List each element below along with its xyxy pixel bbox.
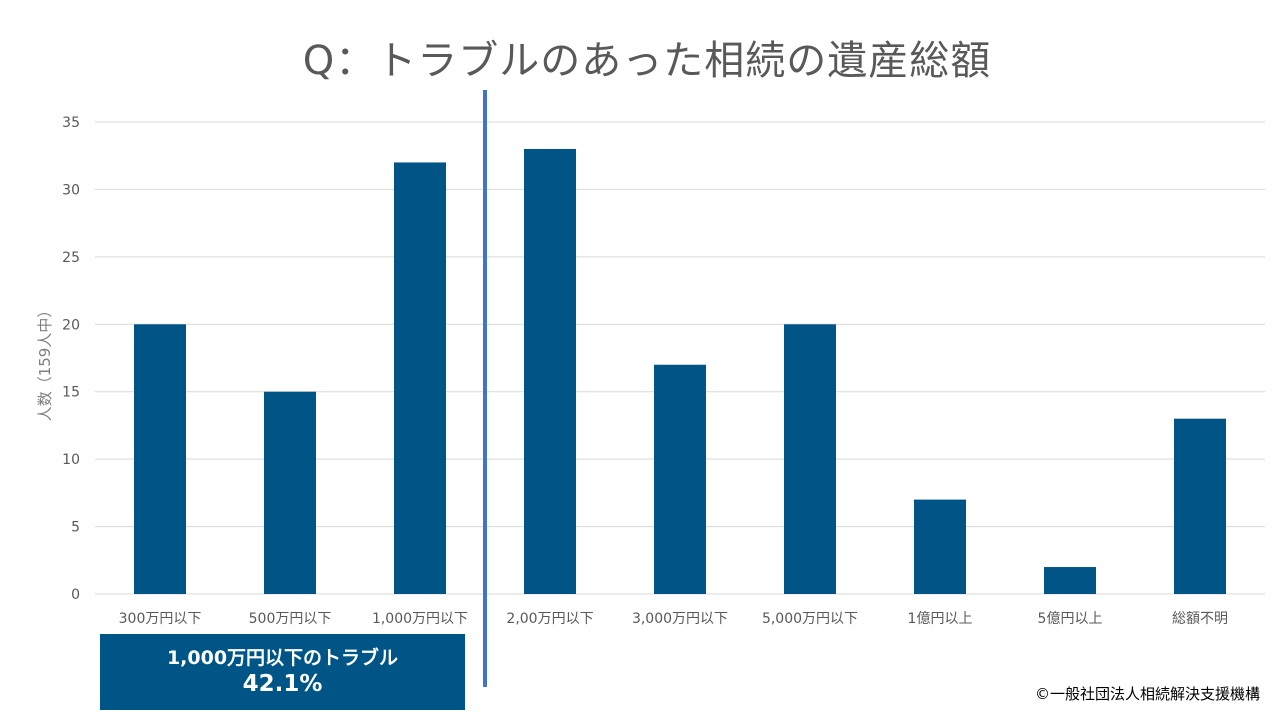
y-tick-label: 15 bbox=[62, 385, 80, 401]
bar bbox=[524, 148, 576, 594]
y-tick-label: 10 bbox=[62, 452, 80, 468]
x-tick-label: 総額不明 bbox=[1172, 611, 1228, 627]
x-tick-label: 2,00万円以下 bbox=[506, 611, 593, 627]
chart-title: Q：トラブルのあった相続の遺産総額 bbox=[302, 38, 992, 84]
callout-label: 1,000万円以下のトラブル bbox=[166, 647, 399, 669]
bar bbox=[654, 364, 706, 594]
y-tick-label: 25 bbox=[62, 250, 80, 266]
bar bbox=[914, 499, 966, 594]
y-axis-ticks: 0 5 10 15 20 25 30 35 bbox=[62, 115, 80, 603]
bars bbox=[134, 148, 1226, 594]
bar bbox=[1044, 567, 1096, 594]
bar bbox=[394, 162, 446, 594]
y-tick-label: 20 bbox=[62, 317, 80, 333]
x-axis-ticks: 300万円以下 500万円以下 1,000万円以下 2,00万円以下 3,000万円以下… bbox=[119, 611, 1228, 627]
y-tick-label: 0 bbox=[71, 587, 80, 603]
y-tick-label: 35 bbox=[62, 115, 80, 131]
copyright-text: ©一般社団法人相続解決支援機構 bbox=[1034, 685, 1260, 703]
bar bbox=[264, 391, 316, 594]
y-tick-label: 5 bbox=[71, 520, 80, 536]
callout-value: 42.1% bbox=[242, 671, 323, 697]
x-tick-label: 500万円以下 bbox=[249, 611, 332, 627]
x-tick-label: 1,000万円以下 bbox=[372, 611, 468, 627]
x-tick-label: 3,000万円以下 bbox=[632, 611, 728, 627]
callout-box: 1,000万円以下のトラブル 42.1% bbox=[100, 634, 465, 710]
bar bbox=[1174, 418, 1226, 594]
y-tick-label: 30 bbox=[62, 182, 80, 198]
x-tick-label: 1億円以上 bbox=[908, 611, 973, 627]
bar bbox=[784, 324, 836, 594]
bar bbox=[134, 324, 186, 594]
y-axis-label: 人数（159人中） bbox=[36, 303, 54, 422]
x-tick-label: 300万円以下 bbox=[119, 611, 202, 627]
x-tick-label: 5億円以上 bbox=[1038, 611, 1103, 627]
x-tick-label: 5,000万円以下 bbox=[762, 611, 858, 627]
